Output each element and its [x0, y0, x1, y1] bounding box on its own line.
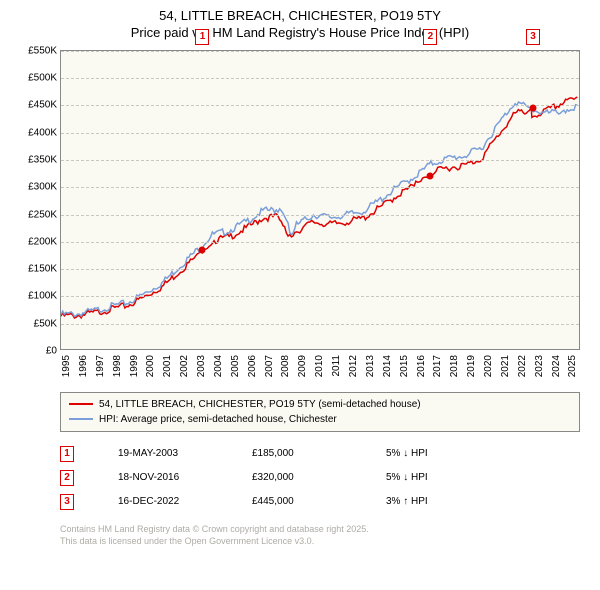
x-axis-label: 1999: [129, 355, 140, 377]
x-axis-label: 2013: [365, 355, 376, 377]
x-axis-label: 1997: [95, 355, 106, 377]
y-axis-label: £500K: [13, 73, 57, 84]
sale-marker-icon: 3: [526, 29, 540, 45]
sale-date: 18-NOV-2016: [118, 472, 238, 483]
legend: 54, LITTLE BREACH, CHICHESTER, PO19 5TY …: [60, 392, 580, 432]
series-svg: [61, 51, 579, 349]
chart-subtitle: Price paid vs. HM Land Registry's House …: [12, 25, 588, 40]
x-axis-label: 2017: [432, 355, 443, 377]
x-axis-label: 2024: [551, 355, 562, 377]
x-axis-label: 2020: [483, 355, 494, 377]
x-axis-label: 2002: [179, 355, 190, 377]
sale-price: £185,000: [252, 448, 372, 459]
footer-line: Contains HM Land Registry data © Crown c…: [60, 524, 580, 536]
footer: Contains HM Land Registry data © Crown c…: [60, 524, 580, 547]
legend-item: HPI: Average price, semi-detached house,…: [69, 412, 571, 427]
sale-point-dot: [427, 173, 434, 180]
x-axis-label: 2011: [331, 355, 342, 377]
x-axis-label: 2005: [230, 355, 241, 377]
sale-delta: 5% ↓ HPI: [386, 472, 506, 483]
sale-marker-icon: 3: [60, 494, 74, 510]
sale-row: 3 16-DEC-2022 £445,000 3% ↑ HPI: [60, 490, 580, 514]
x-axis-label: 2008: [280, 355, 291, 377]
plot-area: £0£50K£100K£150K£200K£250K£300K£350K£400…: [60, 50, 580, 350]
legend-swatch: [69, 403, 93, 405]
x-axis-label: 1996: [78, 355, 89, 377]
sale-marker-icon: 2: [60, 470, 74, 486]
chart-title: 54, LITTLE BREACH, CHICHESTER, PO19 5TY: [12, 8, 588, 25]
x-axis-label: 2015: [399, 355, 410, 377]
y-axis-label: £300K: [13, 182, 57, 193]
legend-item: 54, LITTLE BREACH, CHICHESTER, PO19 5TY …: [69, 397, 571, 412]
plot-outer: £0 £50K £100K £150K £200K £250K £300K £350K £400…: [12, 46, 588, 386]
x-axis-label: 2010: [314, 355, 325, 377]
y-axis-label: £100K: [13, 291, 57, 302]
sale-row: 1 19-MAY-2003 £185,000 5% ↓ HPI: [60, 442, 580, 466]
x-axis-label: 2022: [517, 355, 528, 377]
x-axis-label: 2007: [264, 355, 275, 377]
y-axis-label: £550K: [13, 45, 57, 56]
x-axis-label: 1995: [61, 355, 72, 377]
x-axis-label: 2021: [500, 355, 511, 377]
x-axis-label: 2001: [162, 355, 173, 377]
x-axis-label: 2019: [466, 355, 477, 377]
sale-price: £320,000: [252, 472, 372, 483]
x-axis-label: 2023: [534, 355, 545, 377]
footer-line: This data is licensed under the Open Gov…: [60, 536, 580, 548]
sale-price: £445,000: [252, 496, 372, 507]
x-axis-label: 2014: [382, 355, 393, 377]
sale-date: 19-MAY-2003: [118, 448, 238, 459]
legend-label: 54, LITTLE BREACH, CHICHESTER, PO19 5TY …: [99, 397, 421, 412]
y-axis-label: £400K: [13, 127, 57, 138]
x-axis-label: 2003: [196, 355, 207, 377]
x-axis-label: 2000: [145, 355, 156, 377]
legend-swatch: [69, 418, 93, 420]
x-axis-label: 2004: [213, 355, 224, 377]
y-axis-label: £250K: [13, 209, 57, 220]
sale-point-dot: [199, 246, 206, 253]
y-axis-label: £450K: [13, 100, 57, 111]
sale-point-dot: [530, 105, 537, 112]
sale-marker-icon: 1: [195, 29, 209, 45]
sale-delta: 5% ↓ HPI: [386, 448, 506, 459]
x-axis-label: 2016: [416, 355, 427, 377]
y-axis-label: £150K: [13, 264, 57, 275]
sale-marker-icon: 1: [60, 446, 74, 462]
x-axis-label: 2012: [348, 355, 359, 377]
chart-container: 54, LITTLE BREACH, CHICHESTER, PO19 5TY …: [0, 0, 600, 551]
x-axis-label: 2009: [297, 355, 308, 377]
sale-marker-icon: 2: [423, 29, 437, 45]
x-axis-label: 1998: [112, 355, 123, 377]
y-axis-label: £350K: [13, 154, 57, 165]
sale-delta: 3% ↑ HPI: [386, 496, 506, 507]
sale-date: 16-DEC-2022: [118, 496, 238, 507]
y-axis-label: £200K: [13, 236, 57, 247]
sale-row: 2 18-NOV-2016 £320,000 5% ↓ HPI: [60, 466, 580, 490]
x-axis-label: 2018: [449, 355, 460, 377]
y-axis-label: £0: [13, 345, 57, 356]
x-axis-label: 2025: [567, 355, 578, 377]
x-axis-label: 2006: [247, 355, 258, 377]
legend-label: HPI: Average price, semi-detached house,…: [99, 412, 337, 427]
sales-table: 1 19-MAY-2003 £185,000 5% ↓ HPI 2 18-NOV…: [60, 442, 580, 514]
y-axis-label: £50K: [13, 318, 57, 329]
